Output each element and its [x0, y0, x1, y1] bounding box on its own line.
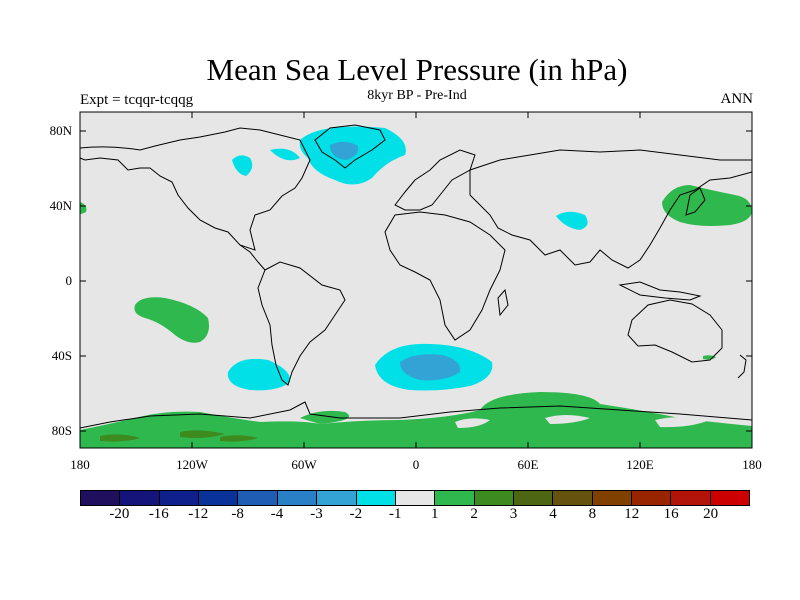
anomaly-positive-tropical-pacific — [134, 297, 209, 343]
anomaly-positive-antarctic-patch-2 — [180, 430, 225, 438]
colorbar-swatch — [632, 491, 672, 505]
colorbar-swatch — [710, 491, 750, 505]
anomaly-negative-south-pacific — [227, 358, 291, 391]
coastline-greenland — [314, 124, 386, 169]
colorbar-label: 8 — [588, 506, 597, 522]
antarctic-neutral-gap-2 — [655, 417, 710, 428]
colorbar-label: 2 — [470, 506, 478, 522]
colorbar-label: -12 — [188, 506, 209, 522]
colorbar — [80, 490, 750, 506]
colorbar-label: 12 — [624, 506, 640, 522]
lat-label-40s: 40S — [51, 348, 72, 363]
colorbar-label: -4 — [270, 506, 284, 522]
anomaly-positive-antarctic-patch-3 — [220, 435, 258, 442]
lon-label-180w: 180 — [70, 457, 90, 472]
antarctic-neutral-gap-1 — [455, 418, 490, 428]
season-label: ANN — [720, 91, 754, 107]
map-title: Mean Sea Level Pressure (in hPa) — [206, 52, 628, 87]
coastline-asia — [469, 149, 753, 269]
colorbar-label: -20 — [109, 506, 130, 522]
colorbar-label: 4 — [549, 506, 557, 522]
anomaly-negative-north-atlantic-core — [330, 141, 359, 160]
coastlines — [79, 124, 753, 429]
period-label: 8kyr BP - Pre-Ind — [367, 88, 467, 103]
lon-label-0: 0 — [412, 457, 420, 472]
coastline-central-america — [239, 244, 266, 271]
colorbar-label: -2 — [349, 506, 363, 522]
anomaly-negative-hudson-2 — [270, 148, 300, 161]
colorbar-swatch — [553, 491, 593, 505]
lat-label-80n: 80N — [49, 123, 72, 138]
coastline-japan — [685, 187, 706, 216]
lon-label-120w: 120W — [176, 457, 208, 472]
colorbar-swatch — [592, 491, 633, 505]
experiment-label: Expt = tcqqr-tcqqg — [80, 92, 194, 108]
lon-label-60w: 60W — [291, 457, 317, 472]
anomaly-positive-north-pacific — [662, 185, 752, 226]
colorbar-label: 1 — [430, 506, 439, 522]
colorbar-swatch — [317, 491, 357, 505]
colorbar-swatch — [199, 491, 239, 505]
colorbar-swatch — [435, 491, 475, 505]
coastline-europe — [394, 149, 476, 211]
colorbar-swatch — [120, 491, 160, 505]
coastline-south-america — [257, 261, 346, 386]
anomaly-negative-central-asia — [556, 211, 588, 230]
axis-ticks — [80, 112, 752, 448]
anomaly-negative-south-atlantic-core — [400, 354, 461, 381]
coastline-new-zealand — [737, 354, 747, 379]
coastline-madagascar — [497, 288, 509, 317]
anomaly-positive-southern-ocean — [80, 392, 752, 448]
colorbar-label: -1 — [389, 506, 402, 522]
colorbar-label: 3 — [509, 506, 518, 522]
anomaly-layer — [80, 126, 752, 448]
coastline-indonesia — [618, 281, 702, 301]
colorbar-label: 20 — [703, 506, 719, 522]
colorbar-swatch — [159, 491, 200, 505]
colorbar-swatch — [238, 491, 278, 505]
colorbar-swatch — [395, 491, 436, 505]
map-background — [80, 112, 752, 448]
lat-label-0: 0 — [65, 273, 73, 288]
colorbar-label: 16 — [663, 506, 679, 522]
colorbar-label: -3 — [310, 506, 323, 522]
colorbar-label: -16 — [148, 506, 169, 522]
colorbar-swatch — [474, 491, 514, 505]
anomaly-negative-hudson — [232, 155, 253, 176]
coastline-north-america — [79, 127, 311, 251]
coastline-antarctica — [79, 401, 753, 429]
lat-label-80s: 80S — [51, 423, 72, 438]
coastline-australia — [627, 299, 723, 363]
lat-label-40n: 40N — [49, 198, 72, 213]
colorbar-swatch — [356, 491, 396, 505]
anomaly-positive-tasman — [703, 355, 716, 360]
lon-label-180e: 180 — [742, 457, 762, 472]
anomaly-positive-antarctic-patch-1 — [100, 434, 140, 442]
colorbar-swatch — [671, 491, 711, 505]
antarctic-neutral-gap-3 — [545, 415, 590, 424]
coastline-africa — [384, 211, 506, 341]
anomaly-positive-west-edge — [80, 202, 87, 214]
lon-label-120e: 120E — [626, 457, 654, 472]
colorbar-swatch — [513, 491, 554, 505]
colorbar-label: -8 — [231, 506, 244, 522]
lon-label-60e: 60E — [517, 457, 539, 472]
colorbar-swatch — [81, 491, 121, 505]
colorbar-swatch — [277, 491, 318, 505]
